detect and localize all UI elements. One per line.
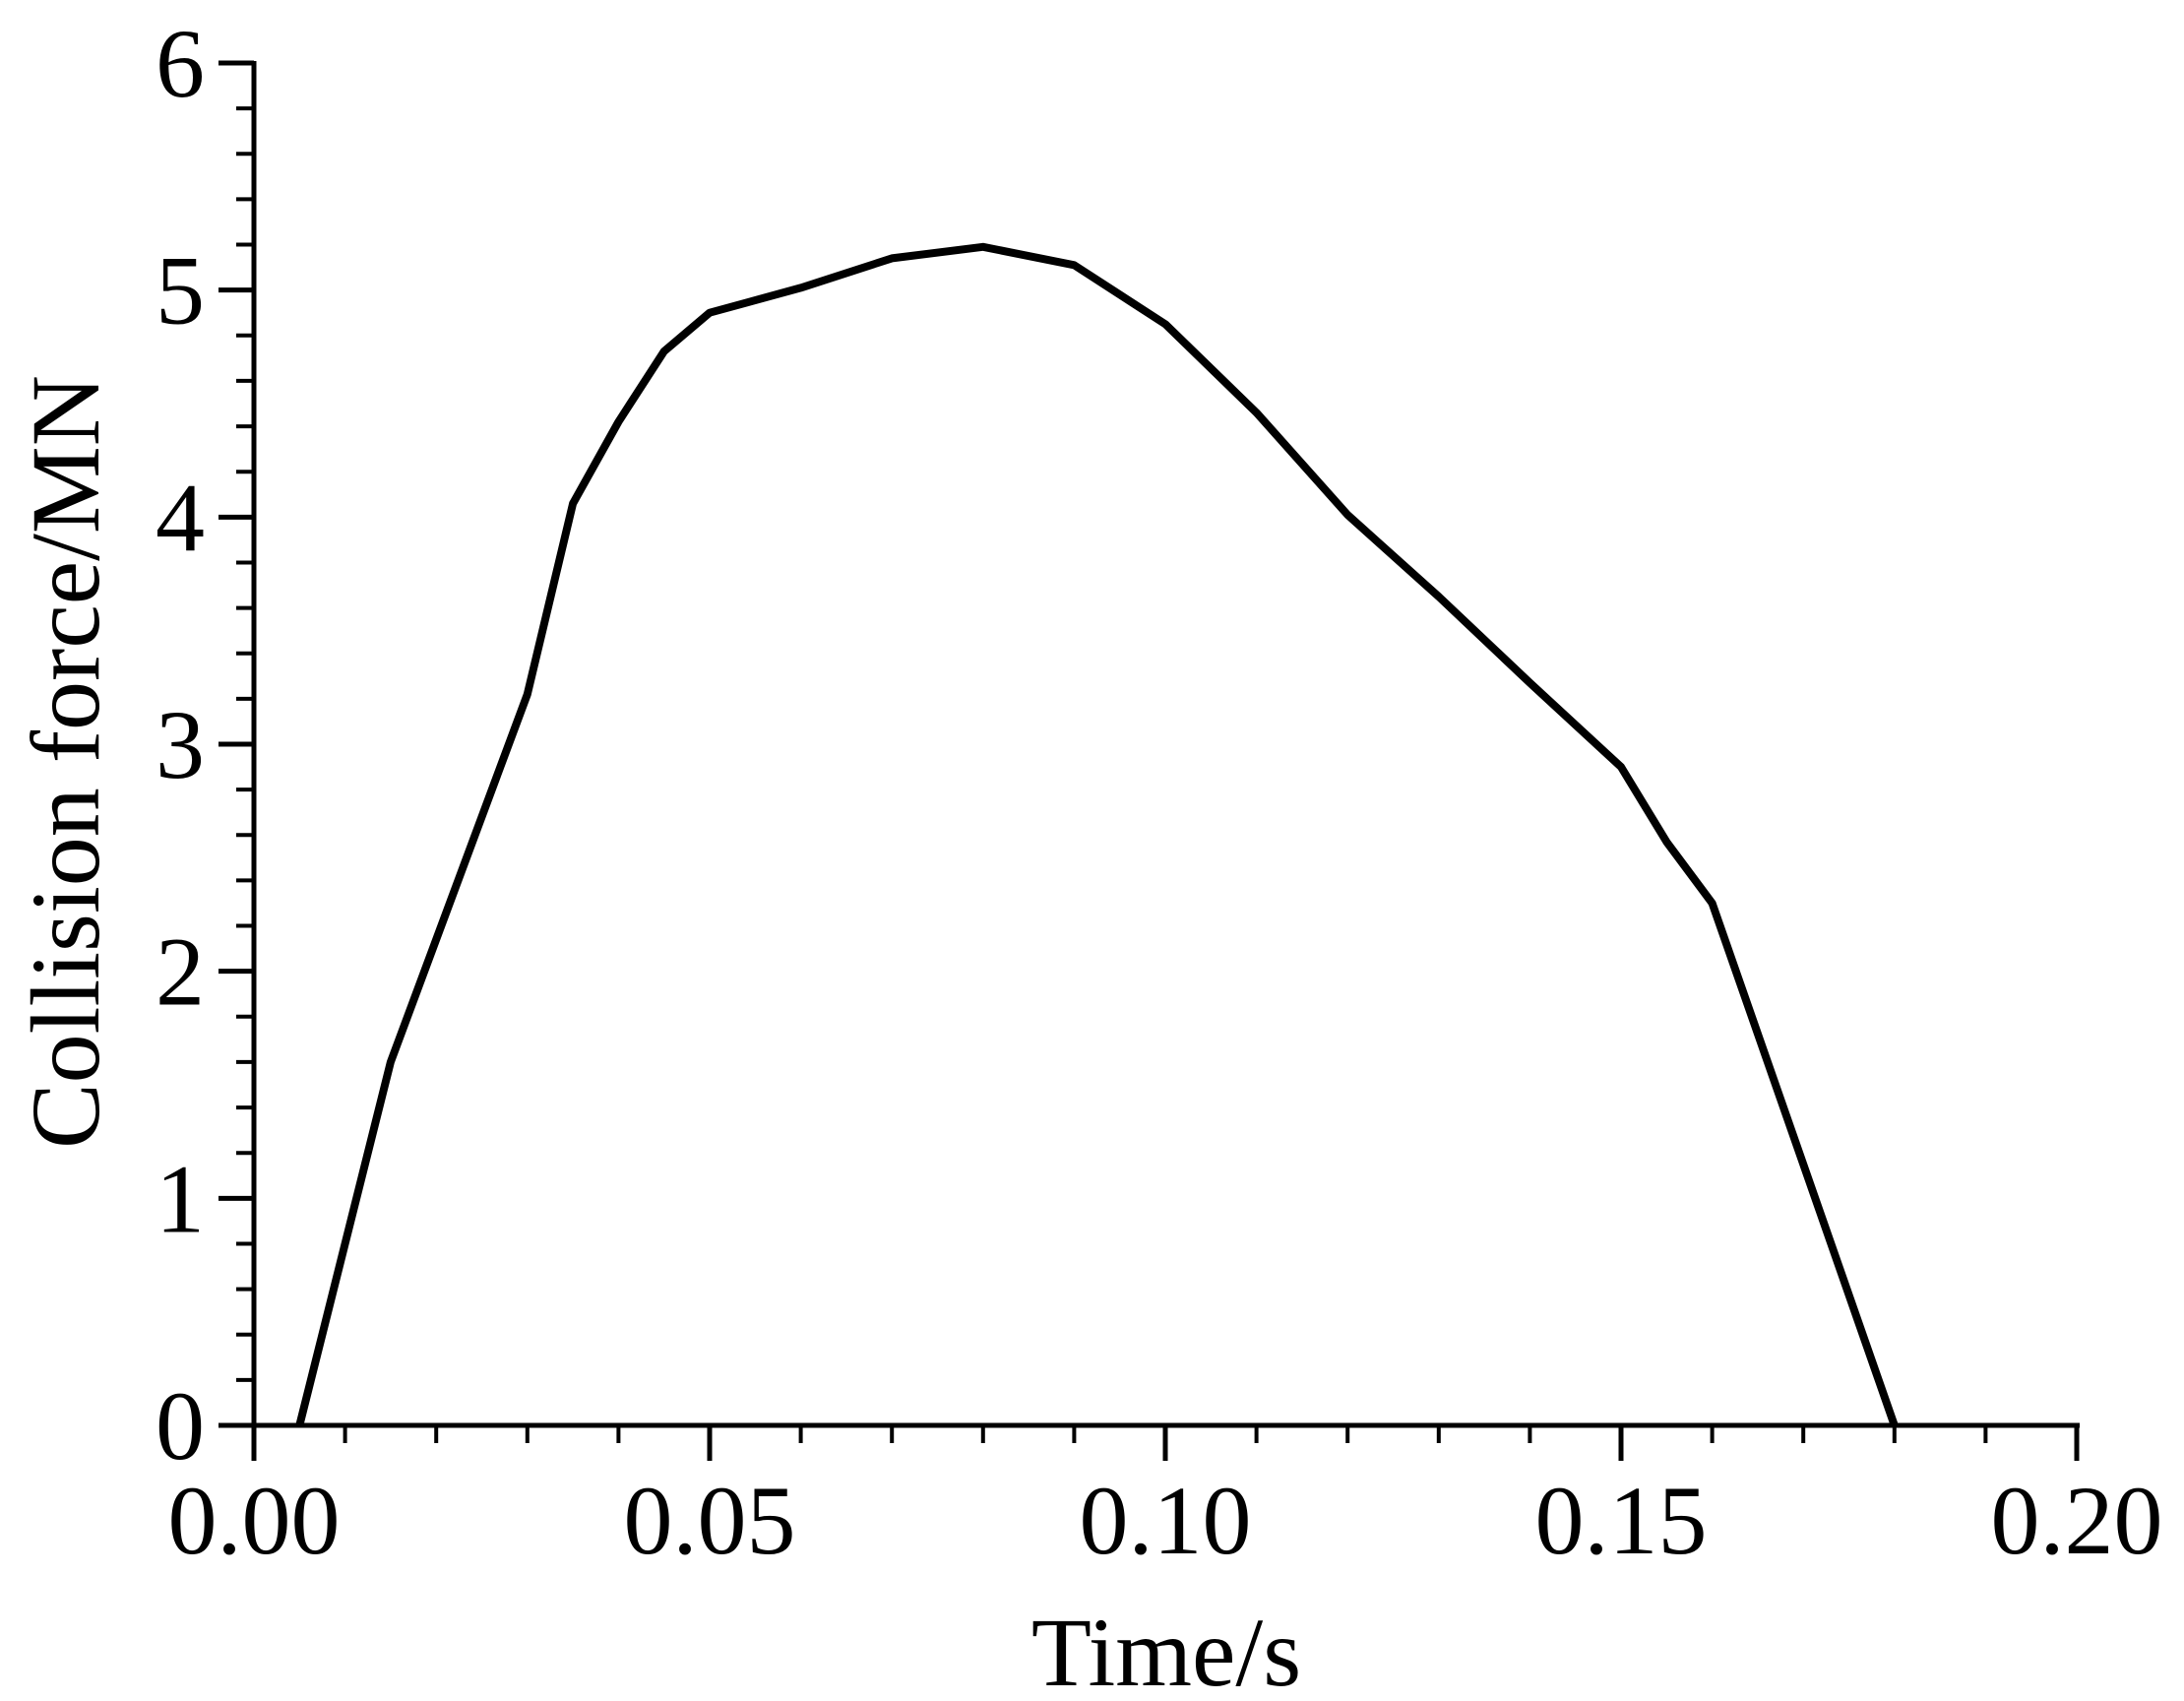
- x-axis-title: Time/s: [1031, 1598, 1301, 1701]
- ticks: [218, 60, 2080, 1461]
- series-line: [295, 242, 1899, 1427]
- x-tick-label: 0.05: [624, 1466, 796, 1575]
- y-tick-label: 6: [156, 9, 205, 118]
- series-group: [295, 242, 1899, 1427]
- x-tick-label: 0.10: [1080, 1466, 1252, 1575]
- x-tick-label: 0.15: [1535, 1466, 1708, 1575]
- axes: [251, 61, 2080, 1428]
- y-tick-label: 5: [156, 236, 205, 346]
- y-tick-label: 2: [156, 917, 205, 1027]
- y-tick-label: 4: [156, 463, 205, 572]
- y-tick-label: 3: [156, 690, 205, 799]
- y-tick-label: 0: [156, 1371, 205, 1480]
- x-tick-label: 0.20: [1991, 1466, 2163, 1575]
- x-tick-label: 0.00: [168, 1466, 341, 1575]
- y-tick-label: 1: [156, 1144, 205, 1253]
- y-axis-title: Collision force/MN: [11, 375, 120, 1149]
- tick-labels: 0.00 0.05 0.10 0.15 0.20 0 1 2 3 4 5 6: [156, 9, 2163, 1575]
